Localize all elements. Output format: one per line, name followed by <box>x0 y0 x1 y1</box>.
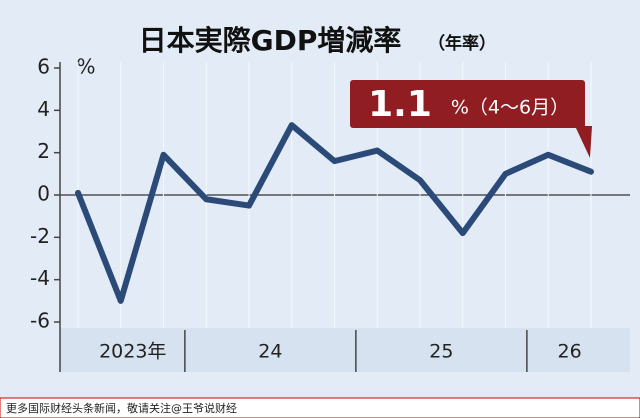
y-tick-label: 6 <box>37 55 50 79</box>
annotation-box <box>350 80 585 128</box>
x-group-label: 25 <box>429 341 453 363</box>
annotation-suffix: %（4〜6月） <box>451 97 569 119</box>
y-tick-label: -6 <box>30 309 50 333</box>
annotation: 1.1 %（4〜6月） <box>350 80 592 158</box>
x-group-label: 24 <box>258 341 282 363</box>
annotation-pointer <box>575 126 592 158</box>
data-line <box>75 122 594 304</box>
chart-subtitle: （年率） <box>428 33 496 54</box>
x-axis-band <box>60 328 630 372</box>
y-unit: % <box>76 55 95 79</box>
y-tick-label: 2 <box>37 139 50 163</box>
y-tick-label: 4 <box>37 97 50 121</box>
footer-box <box>0 397 640 418</box>
y-tick-label: -2 <box>30 224 50 248</box>
footer: 更多国际财经头条新闻，敬请关注@王爷说财经 <box>6 401 237 415</box>
annotation-value: 1.1 <box>368 84 432 125</box>
y-tick-label: -4 <box>30 266 50 290</box>
x-group-label: 2023年 <box>99 341 166 363</box>
y-tick-label: 0 <box>37 182 50 206</box>
chart-title: 日本実際GDP増減率 <box>139 24 402 57</box>
x-group-label: 26 <box>558 341 582 363</box>
